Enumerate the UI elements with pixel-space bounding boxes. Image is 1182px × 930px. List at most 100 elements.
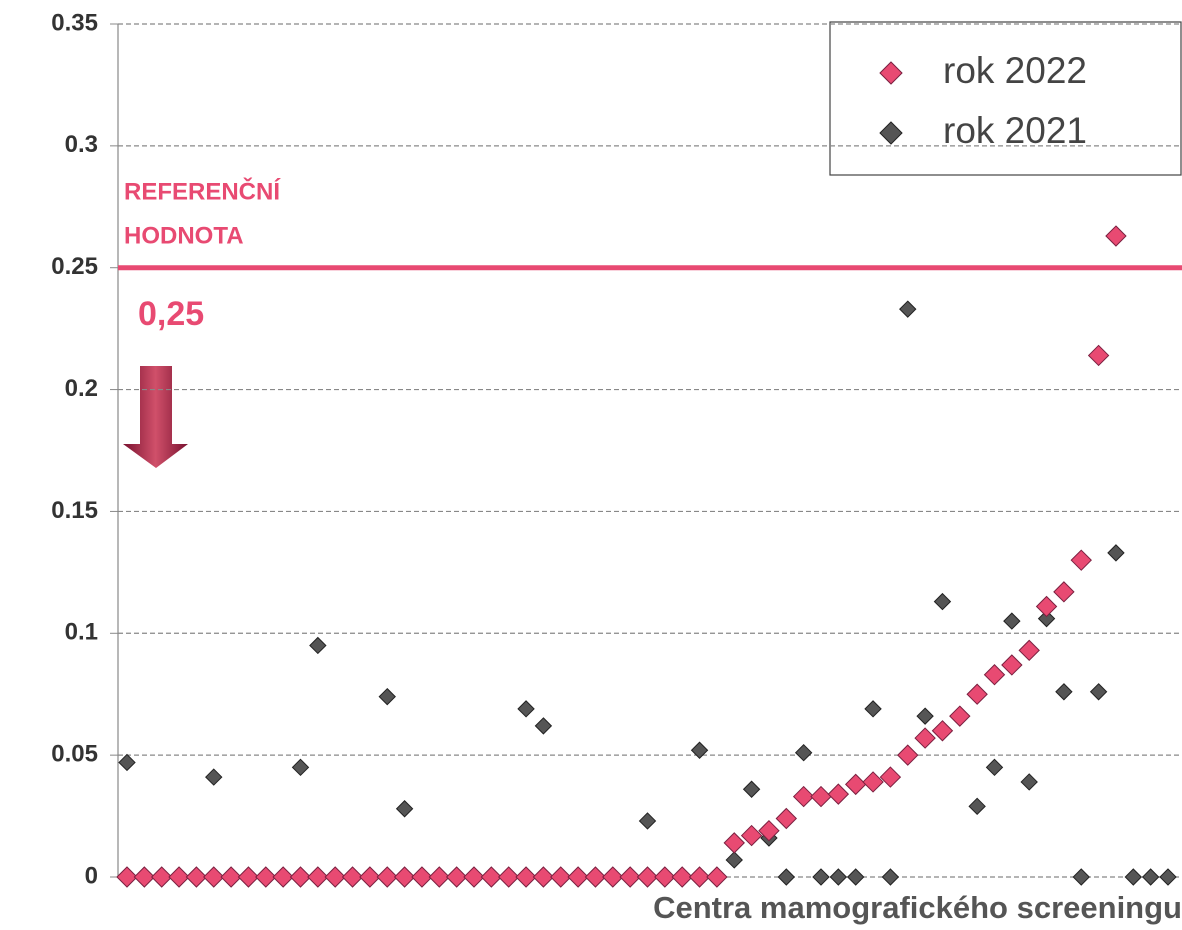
- point: [1159, 868, 1177, 886]
- legend-marker: [879, 61, 903, 85]
- x-axis-label: Centra mamografického screeningu: [653, 890, 1182, 925]
- legend-label: rok 2022: [943, 50, 1087, 91]
- point: [567, 866, 589, 888]
- point: [1072, 868, 1090, 886]
- y-tick-label: 0.1: [65, 619, 98, 646]
- point: [445, 866, 468, 888]
- point: [777, 868, 796, 886]
- point: [1124, 868, 1143, 886]
- point: [291, 758, 310, 777]
- point: [376, 866, 398, 888]
- point: [118, 753, 136, 772]
- point: [255, 866, 277, 888]
- point: [638, 812, 657, 830]
- point: [168, 866, 190, 888]
- point: [1001, 654, 1023, 676]
- point: [688, 866, 711, 888]
- point: [1087, 344, 1110, 367]
- point: [550, 866, 572, 888]
- point: [897, 744, 919, 766]
- point: [341, 866, 364, 888]
- point: [810, 785, 832, 808]
- point: [775, 807, 798, 830]
- point: [428, 866, 451, 888]
- point: [272, 866, 294, 888]
- point: [758, 819, 780, 842]
- point: [846, 868, 865, 886]
- point: [671, 866, 693, 888]
- arrow: [123, 366, 188, 468]
- point: [517, 700, 535, 718]
- point: [881, 868, 900, 886]
- point: [1089, 683, 1108, 701]
- point: [1020, 773, 1038, 791]
- legend-label: rok 2021: [943, 110, 1087, 151]
- point: [185, 866, 208, 888]
- point: [862, 771, 884, 793]
- point: [309, 636, 327, 655]
- point: [220, 866, 242, 888]
- point: [794, 743, 813, 762]
- point: [237, 866, 260, 888]
- point: [931, 720, 954, 742]
- point: [1003, 612, 1021, 630]
- legend-box: [829, 21, 1182, 176]
- point: [1141, 868, 1160, 886]
- point: [966, 683, 988, 705]
- point: [497, 866, 520, 888]
- point: [393, 866, 416, 888]
- point: [742, 780, 761, 798]
- point: [706, 866, 728, 888]
- point: [914, 727, 936, 749]
- point: [636, 866, 659, 888]
- y-tick-label: 0.35: [51, 9, 98, 36]
- point: [1035, 595, 1058, 618]
- y-tick-label: 0.3: [65, 131, 98, 158]
- point: [899, 300, 917, 318]
- point: [725, 851, 743, 869]
- point: [584, 866, 607, 888]
- point: [723, 832, 745, 854]
- reference-label: 0,25: [138, 295, 204, 333]
- point: [203, 866, 225, 888]
- point: [844, 773, 867, 796]
- point: [205, 768, 223, 786]
- point: [133, 866, 156, 888]
- point: [690, 741, 709, 759]
- point: [324, 866, 346, 888]
- legend-marker: [879, 121, 903, 145]
- y-tick-label: 0.05: [51, 740, 98, 767]
- point: [359, 866, 381, 888]
- point: [1018, 639, 1040, 662]
- point: [949, 705, 971, 727]
- point: [395, 800, 414, 818]
- point: [480, 866, 503, 888]
- point: [150, 866, 173, 888]
- point: [933, 592, 952, 611]
- point: [534, 717, 553, 735]
- point: [378, 687, 396, 706]
- point: [827, 783, 850, 805]
- point: [1037, 609, 1056, 628]
- point: [602, 866, 624, 888]
- point: [879, 766, 902, 788]
- point: [1105, 225, 1127, 247]
- point: [1070, 549, 1092, 571]
- point: [619, 866, 641, 888]
- y-tick-label: 0: [85, 862, 98, 889]
- reference-title: HODNOTA: [124, 222, 244, 249]
- point: [792, 785, 815, 808]
- reference-title: REFERENČNÍ: [124, 177, 281, 205]
- point: [740, 824, 763, 847]
- point: [463, 866, 485, 888]
- point: [532, 866, 555, 888]
- point: [515, 866, 537, 888]
- point: [916, 707, 934, 725]
- point: [116, 866, 138, 888]
- point: [654, 866, 676, 888]
- point: [983, 664, 1006, 686]
- point: [1053, 581, 1075, 603]
- point: [812, 868, 830, 886]
- point: [968, 797, 986, 816]
